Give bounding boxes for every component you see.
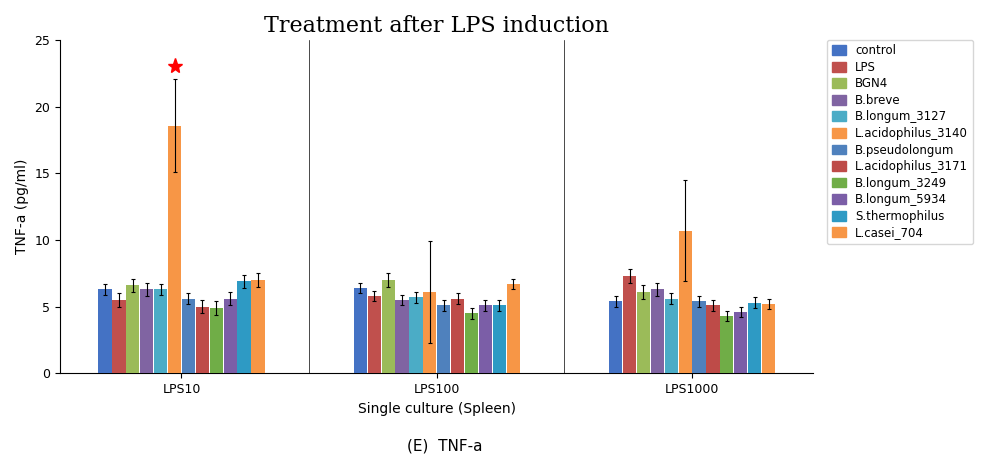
Bar — [651, 289, 664, 373]
Bar — [437, 305, 451, 373]
Bar — [622, 276, 636, 373]
Bar — [395, 300, 409, 373]
Bar — [140, 289, 153, 373]
Text: (E)  TNF-a: (E) TNF-a — [407, 438, 482, 453]
Bar — [209, 308, 223, 373]
Bar — [237, 281, 251, 373]
Bar — [354, 288, 367, 373]
Bar — [113, 300, 125, 373]
Bar — [609, 301, 622, 373]
Bar — [168, 125, 181, 373]
Y-axis label: TNF-a (pg/ml): TNF-a (pg/ml) — [15, 159, 29, 255]
Bar — [693, 301, 705, 373]
Bar — [368, 296, 380, 373]
Title: Treatment after LPS induction: Treatment after LPS induction — [264, 15, 610, 37]
Bar — [665, 299, 678, 373]
Bar — [465, 313, 478, 373]
Bar — [182, 299, 195, 373]
Bar — [381, 280, 395, 373]
Bar — [409, 297, 423, 373]
Bar — [126, 285, 139, 373]
Bar — [451, 299, 464, 373]
Bar — [423, 292, 437, 373]
Bar — [706, 305, 719, 373]
Bar — [493, 305, 506, 373]
Bar — [251, 280, 265, 373]
Legend: control, LPS, BGN4, B.breve, B.longum_3127, L.acidophilus_3140, B.pseudolongum, : control, LPS, BGN4, B.breve, B.longum_31… — [827, 39, 973, 244]
Bar — [223, 299, 237, 373]
Bar — [479, 305, 492, 373]
Bar — [679, 231, 692, 373]
Bar — [734, 312, 747, 373]
Bar — [154, 289, 167, 373]
Bar — [720, 316, 733, 373]
Bar — [637, 292, 650, 373]
Bar — [196, 307, 208, 373]
X-axis label: Single culture (Spleen): Single culture (Spleen) — [358, 402, 516, 415]
Bar — [762, 304, 776, 373]
Bar — [748, 303, 761, 373]
Bar — [99, 289, 112, 373]
Bar — [507, 284, 520, 373]
